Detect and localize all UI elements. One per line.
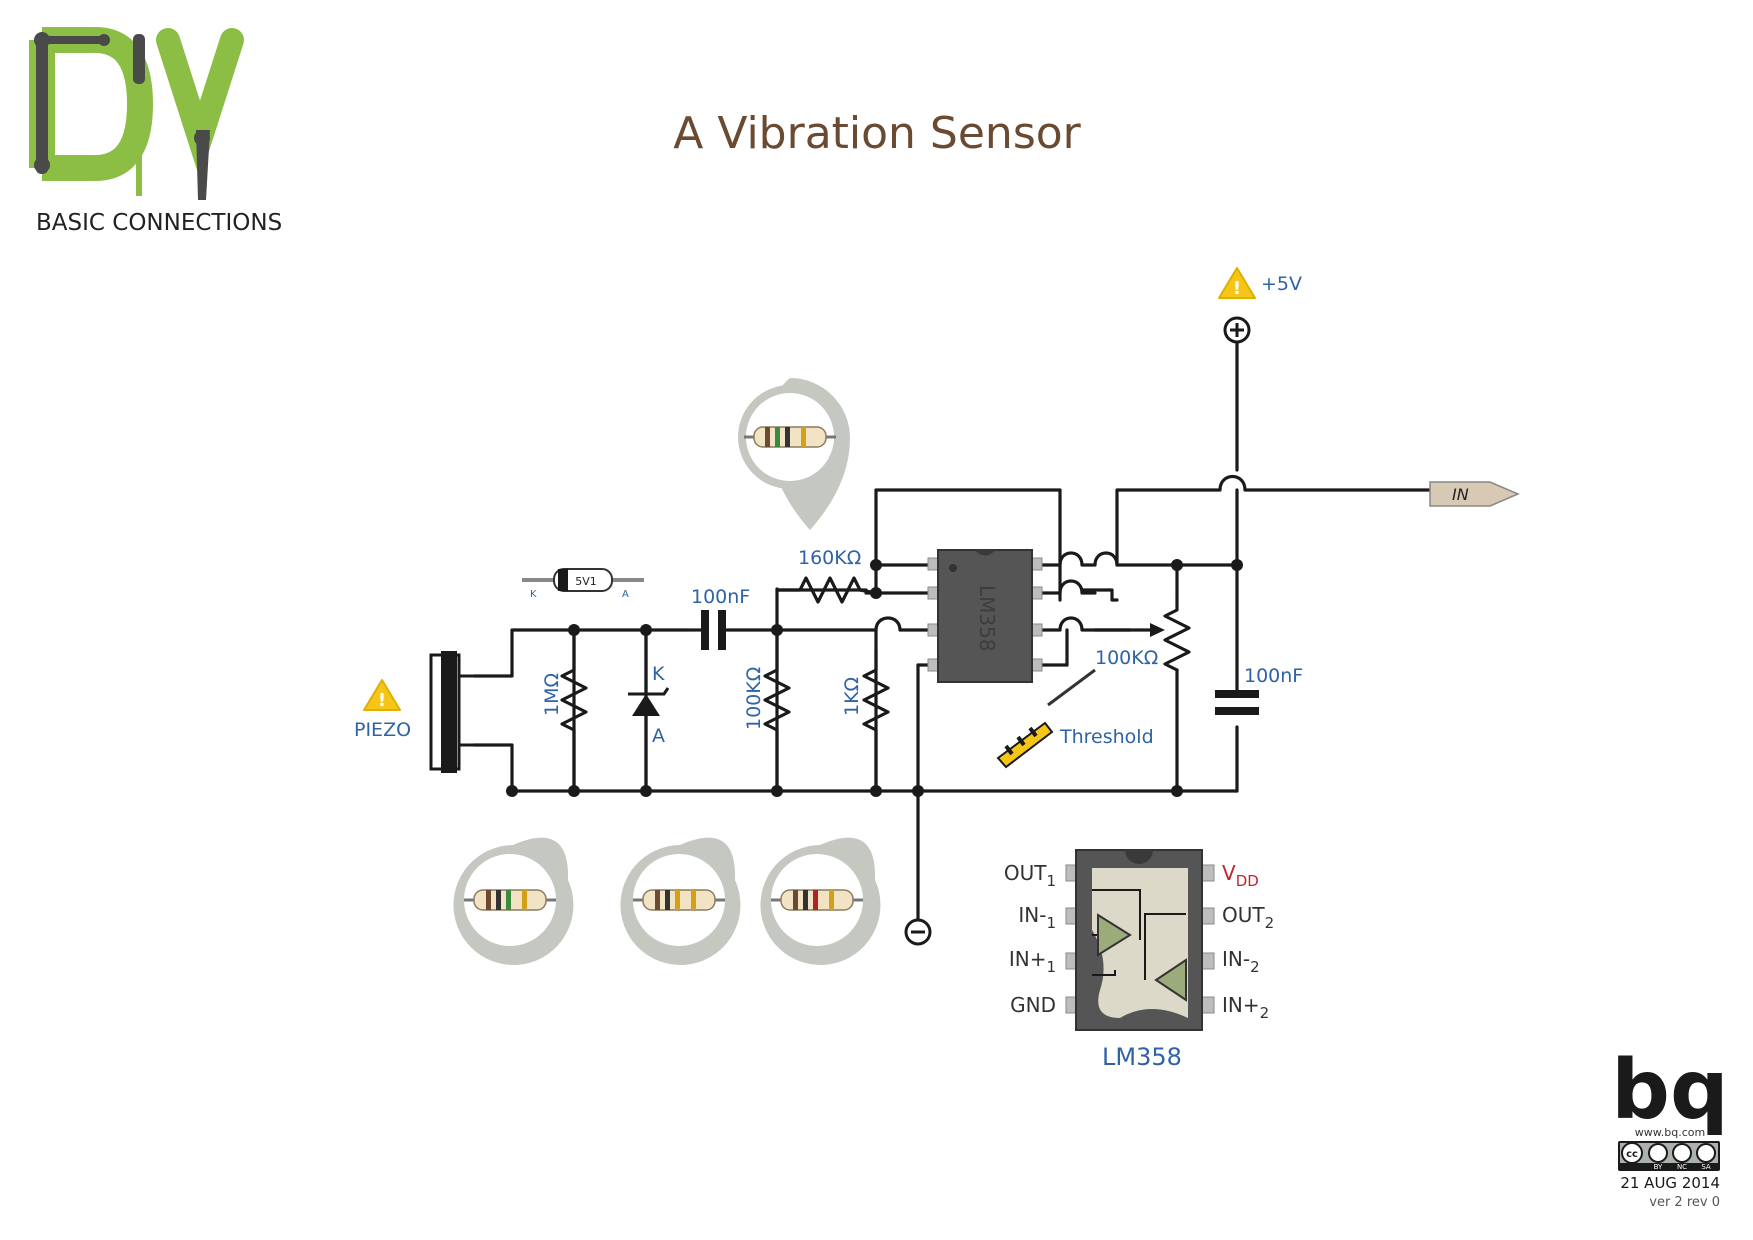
minus-terminal-icon (904, 918, 932, 946)
warning-icon: ! (363, 679, 401, 711)
pin-label-out2: OUT2 (1222, 903, 1274, 932)
pin-label-vdd: VDD (1222, 861, 1259, 890)
zener-a-label: A (652, 725, 665, 747)
input-tag: IN (1429, 481, 1520, 507)
resistor-100k-label: 100KΩ (743, 667, 765, 730)
zener-k-label: K (652, 663, 665, 685)
threshold-label: Threshold (1059, 726, 1154, 748)
resistor-1m (560, 628, 588, 793)
lm358-body-label: LM358 (975, 585, 999, 652)
potentiometer-label: 100KΩ (1095, 647, 1158, 669)
bq-url: www.bq.com (1635, 1126, 1705, 1139)
pin-label-out1: OUT1 (1004, 861, 1056, 890)
cc-by: BY (1654, 1163, 1663, 1171)
junction-dots (506, 559, 1243, 797)
callout-100k (620, 837, 741, 965)
cc-nc: NC (1677, 1163, 1687, 1171)
logo-subtitle: BASIC CONNECTIONS (36, 210, 282, 236)
callout-1k (760, 837, 881, 965)
zener-part-k: K (530, 589, 537, 600)
pin-label-in+1: IN+1 (1009, 947, 1056, 976)
zener-part-illustration: 5V1 K A (522, 568, 644, 600)
plus-terminal-icon (1223, 316, 1251, 344)
screwdriver-icon (996, 668, 1096, 769)
footer-version: ver 2 rev 0 (1649, 1195, 1720, 1210)
page-title: A Vibration Sensor (673, 108, 1081, 159)
piezo-element (429, 651, 474, 773)
callout-160k (738, 378, 850, 530)
input-tag-label: IN (1452, 485, 1469, 504)
bq-logo: bq (1611, 1043, 1728, 1138)
resistor-1k-label: 1KΩ (841, 677, 863, 716)
resistor-1m-label: 1MΩ (541, 673, 563, 716)
footer-date: 21 AUG 2014 (1620, 1174, 1720, 1192)
callout-1m (453, 837, 574, 965)
diy-logo (29, 27, 244, 200)
zener-diode (628, 628, 670, 793)
supply-warning-icon: ! (1218, 267, 1256, 299)
pin-label-in+2: IN+2 (1222, 993, 1269, 1022)
pinout-right-labels: VDD OUT2 IN-2 IN+2 (1222, 861, 1274, 1022)
svg-text:!: ! (1233, 278, 1241, 299)
zener-body-label: 5V1 (575, 575, 597, 588)
cc-mark: cc (1626, 1149, 1638, 1160)
pin-label-in-2: IN-2 (1222, 947, 1260, 976)
piezo-label: PIEZO (354, 719, 411, 741)
lm358-chip: LM358 (927, 549, 1043, 683)
potentiometer-100k (1093, 598, 1191, 672)
pinout-chip-name: LM358 (1102, 1043, 1182, 1071)
capacitor-supply-label: 100nF (1244, 665, 1303, 687)
zener-part-a: A (622, 589, 629, 600)
cc-license-badge: cc BY NC SA (1618, 1141, 1720, 1171)
resistor-160k-label: 160KΩ (798, 547, 861, 569)
resistor-1k (862, 648, 890, 793)
pin-label-in-1: IN-1 (1018, 903, 1056, 932)
svg-text:!: ! (378, 690, 386, 711)
supply-label: +5V (1261, 273, 1302, 295)
lm358-pinout (1065, 849, 1215, 1031)
cc-sa: SA (1701, 1163, 1711, 1171)
resistor-100k (763, 628, 791, 793)
pinout-left-labels: OUT1 IN-1 IN+1 GND (1004, 861, 1056, 1017)
bq-brand: bq (1611, 1043, 1728, 1138)
capacitor-input-label: 100nF (691, 586, 750, 608)
pin-label-gnd: GND (1010, 993, 1056, 1017)
resistor-160k (775, 576, 878, 604)
capacitor-input (686, 610, 730, 650)
capacitor-supply (1215, 690, 1259, 715)
